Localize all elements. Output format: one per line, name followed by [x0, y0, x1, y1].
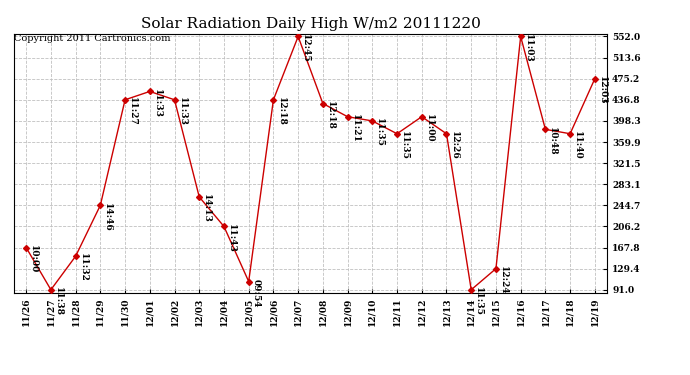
Text: 12:18: 12:18	[277, 97, 286, 126]
Text: 11:32: 11:32	[79, 254, 88, 282]
Text: 11:33: 11:33	[177, 97, 186, 126]
Text: 11:33: 11:33	[152, 88, 161, 118]
Text: 11:21: 11:21	[351, 114, 359, 143]
Text: 10:48: 10:48	[549, 127, 558, 155]
Text: 11:35: 11:35	[375, 118, 384, 147]
Text: 12:03: 12:03	[598, 76, 607, 105]
Text: 14:46: 14:46	[104, 202, 112, 231]
Text: 12:18: 12:18	[326, 101, 335, 130]
Title: Solar Radiation Daily High W/m2 20111220: Solar Radiation Daily High W/m2 20111220	[141, 17, 480, 31]
Text: 10:00: 10:00	[29, 245, 38, 273]
Text: 11:27: 11:27	[128, 97, 137, 126]
Text: 11:03: 11:03	[524, 34, 533, 63]
Text: 11:35: 11:35	[474, 287, 483, 316]
Text: 12:45: 12:45	[301, 34, 310, 62]
Text: 09:54: 09:54	[252, 279, 261, 307]
Text: Copyright 2011 Cartronics.com: Copyright 2011 Cartronics.com	[14, 34, 170, 43]
Text: 11:43: 11:43	[227, 224, 236, 253]
Text: 11:00: 11:00	[425, 114, 434, 142]
Text: 11:35: 11:35	[400, 131, 409, 160]
Text: 14:13: 14:13	[202, 194, 211, 223]
Text: 11:40: 11:40	[573, 131, 582, 160]
Text: 11:38: 11:38	[54, 287, 63, 316]
Text: 12:26: 12:26	[449, 131, 458, 160]
Text: 12:24: 12:24	[499, 266, 508, 294]
